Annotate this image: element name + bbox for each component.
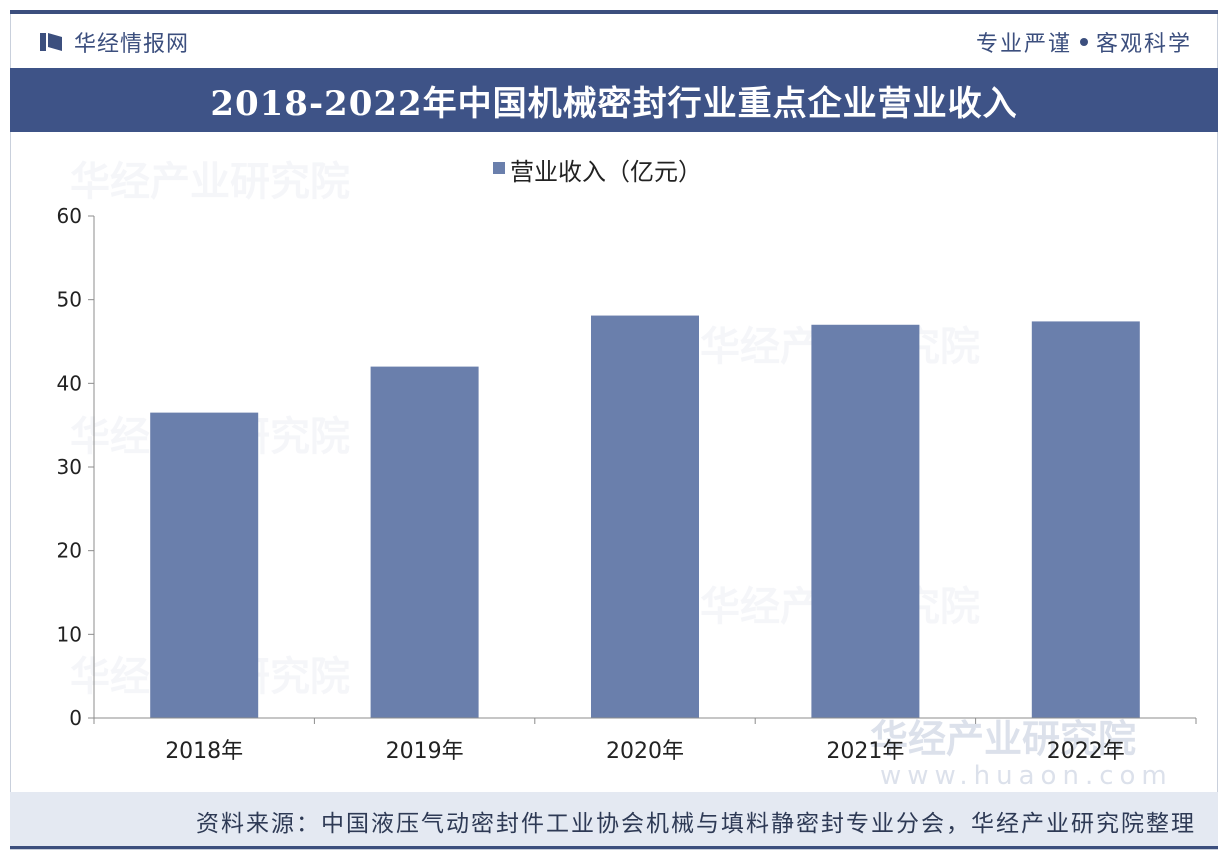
tagline-dot-icon — [1079, 38, 1088, 46]
bottom-rule — [10, 846, 1218, 849]
y-tick-label: 10 — [57, 622, 82, 646]
source-note: 资料来源：中国液压气动密封件工业协会机械与填料静密封专业分会，华经产业研究院整理 — [196, 811, 1196, 837]
y-tick-label: 0 — [69, 706, 82, 730]
brand-name: 华经情报网 — [74, 32, 190, 57]
bars — [150, 315, 1140, 718]
x-tick-label: 2022年 — [1047, 739, 1125, 764]
y-tick-label: 20 — [57, 539, 82, 563]
watermark-text: 华经产业研究院 — [70, 159, 350, 205]
x-axis: 2018年 2019年 2020年 2021年 2022年 — [93, 717, 1197, 764]
legend-label: 营业收入（亿元） — [510, 158, 702, 186]
tagline: 专业严谨 客观科学 — [976, 26, 1192, 58]
brand: 华经情报网 — [38, 26, 189, 58]
x-tick-label: 2021年 — [826, 739, 904, 764]
bar-2020年 — [591, 315, 699, 718]
y-axis: 0 10 20 30 40 50 60 — [57, 204, 95, 730]
watermark-text: 华经产业研究院 — [870, 717, 1136, 761]
watermark-url: www.huaon.com — [880, 761, 1173, 791]
tagline-left: 专业严谨 — [975, 32, 1072, 57]
x-tick-label: 2020年 — [606, 739, 684, 764]
bar-2019年 — [370, 366, 479, 718]
x-tick-label: 2018年 — [165, 739, 243, 764]
legend: 营业收入（亿元） — [493, 158, 702, 186]
y-tick-label: 30 — [57, 455, 82, 479]
chart-title: 2018-2022年中国机械密封行业重点企业营业收入 — [210, 83, 1018, 124]
x-tick-label: 2019年 — [386, 739, 464, 764]
legend-swatch — [493, 162, 505, 174]
bar-2018年 — [150, 412, 259, 718]
footer: 资料来源：中国液压气动密封件工业协会机械与填料静密封专业分会，华经产业研究院整理 — [10, 792, 1218, 848]
bar-2022年 — [1031, 321, 1140, 718]
title-bar: 2018-2022年中国机械密封行业重点企业营业收入 — [10, 68, 1218, 132]
bar-2021年 — [811, 324, 920, 718]
y-tick-label: 60 — [57, 204, 82, 228]
header: 华经情报网 专业严谨 客观科学 — [10, 14, 1218, 66]
y-tick-label: 50 — [57, 288, 82, 312]
top-rule — [10, 10, 1218, 14]
tagline-right: 客观科学 — [1095, 32, 1192, 57]
brand-logo-icon — [38, 29, 64, 55]
y-tick-label: 40 — [57, 371, 82, 395]
